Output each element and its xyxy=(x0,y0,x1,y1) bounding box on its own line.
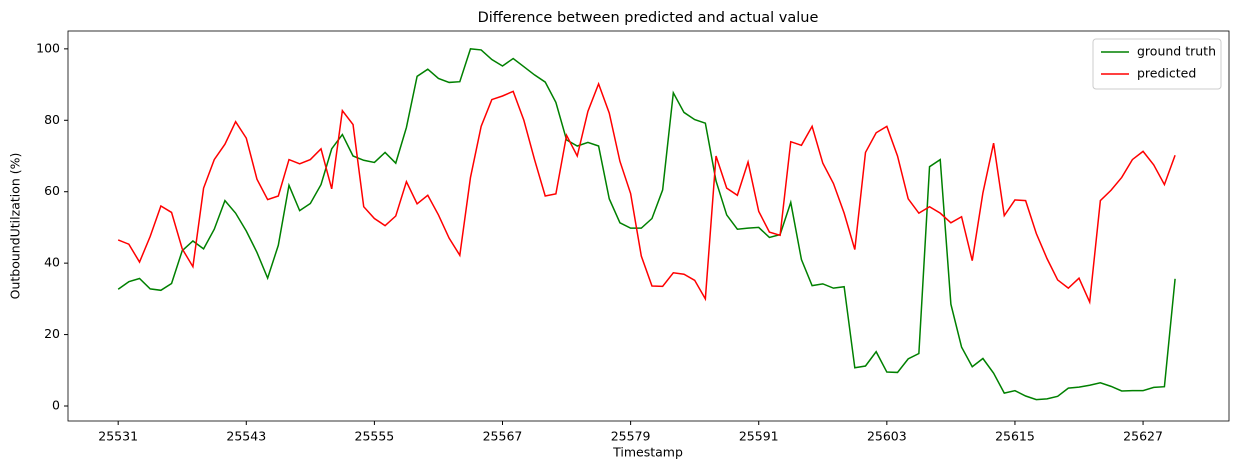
x-tick-label: 25555 xyxy=(355,429,395,444)
series-line xyxy=(117,81,1176,305)
x-tick-label: 25567 xyxy=(483,429,523,444)
y-tick-label: 40 xyxy=(44,255,60,270)
chart-title: Difference between predicted and actual … xyxy=(478,10,819,26)
x-tick-label: 25627 xyxy=(1123,429,1163,444)
y-tick-label: 0 xyxy=(52,398,60,413)
legend-label: predicted xyxy=(1137,66,1196,81)
legend-label: ground truth xyxy=(1137,44,1216,59)
y-tick-label: 60 xyxy=(44,183,60,198)
x-axis-label: Timestamp xyxy=(612,445,683,460)
y-tick-label: 80 xyxy=(44,112,60,127)
x-tick-label: 25531 xyxy=(98,429,138,444)
x-tick-label: 25543 xyxy=(226,429,266,444)
x-tick-label: 25591 xyxy=(739,429,779,444)
plot-frame xyxy=(67,30,1230,422)
y-tick-label: 20 xyxy=(44,326,60,341)
x-tick-label: 25615 xyxy=(995,429,1035,444)
x-tick-label: 25603 xyxy=(867,429,907,444)
y-axis-label: OutboundUtilzation (%) xyxy=(8,153,23,300)
series-line xyxy=(117,48,1176,401)
y-tick-label: 100 xyxy=(36,40,60,55)
x-tick-label: 25579 xyxy=(611,429,651,444)
